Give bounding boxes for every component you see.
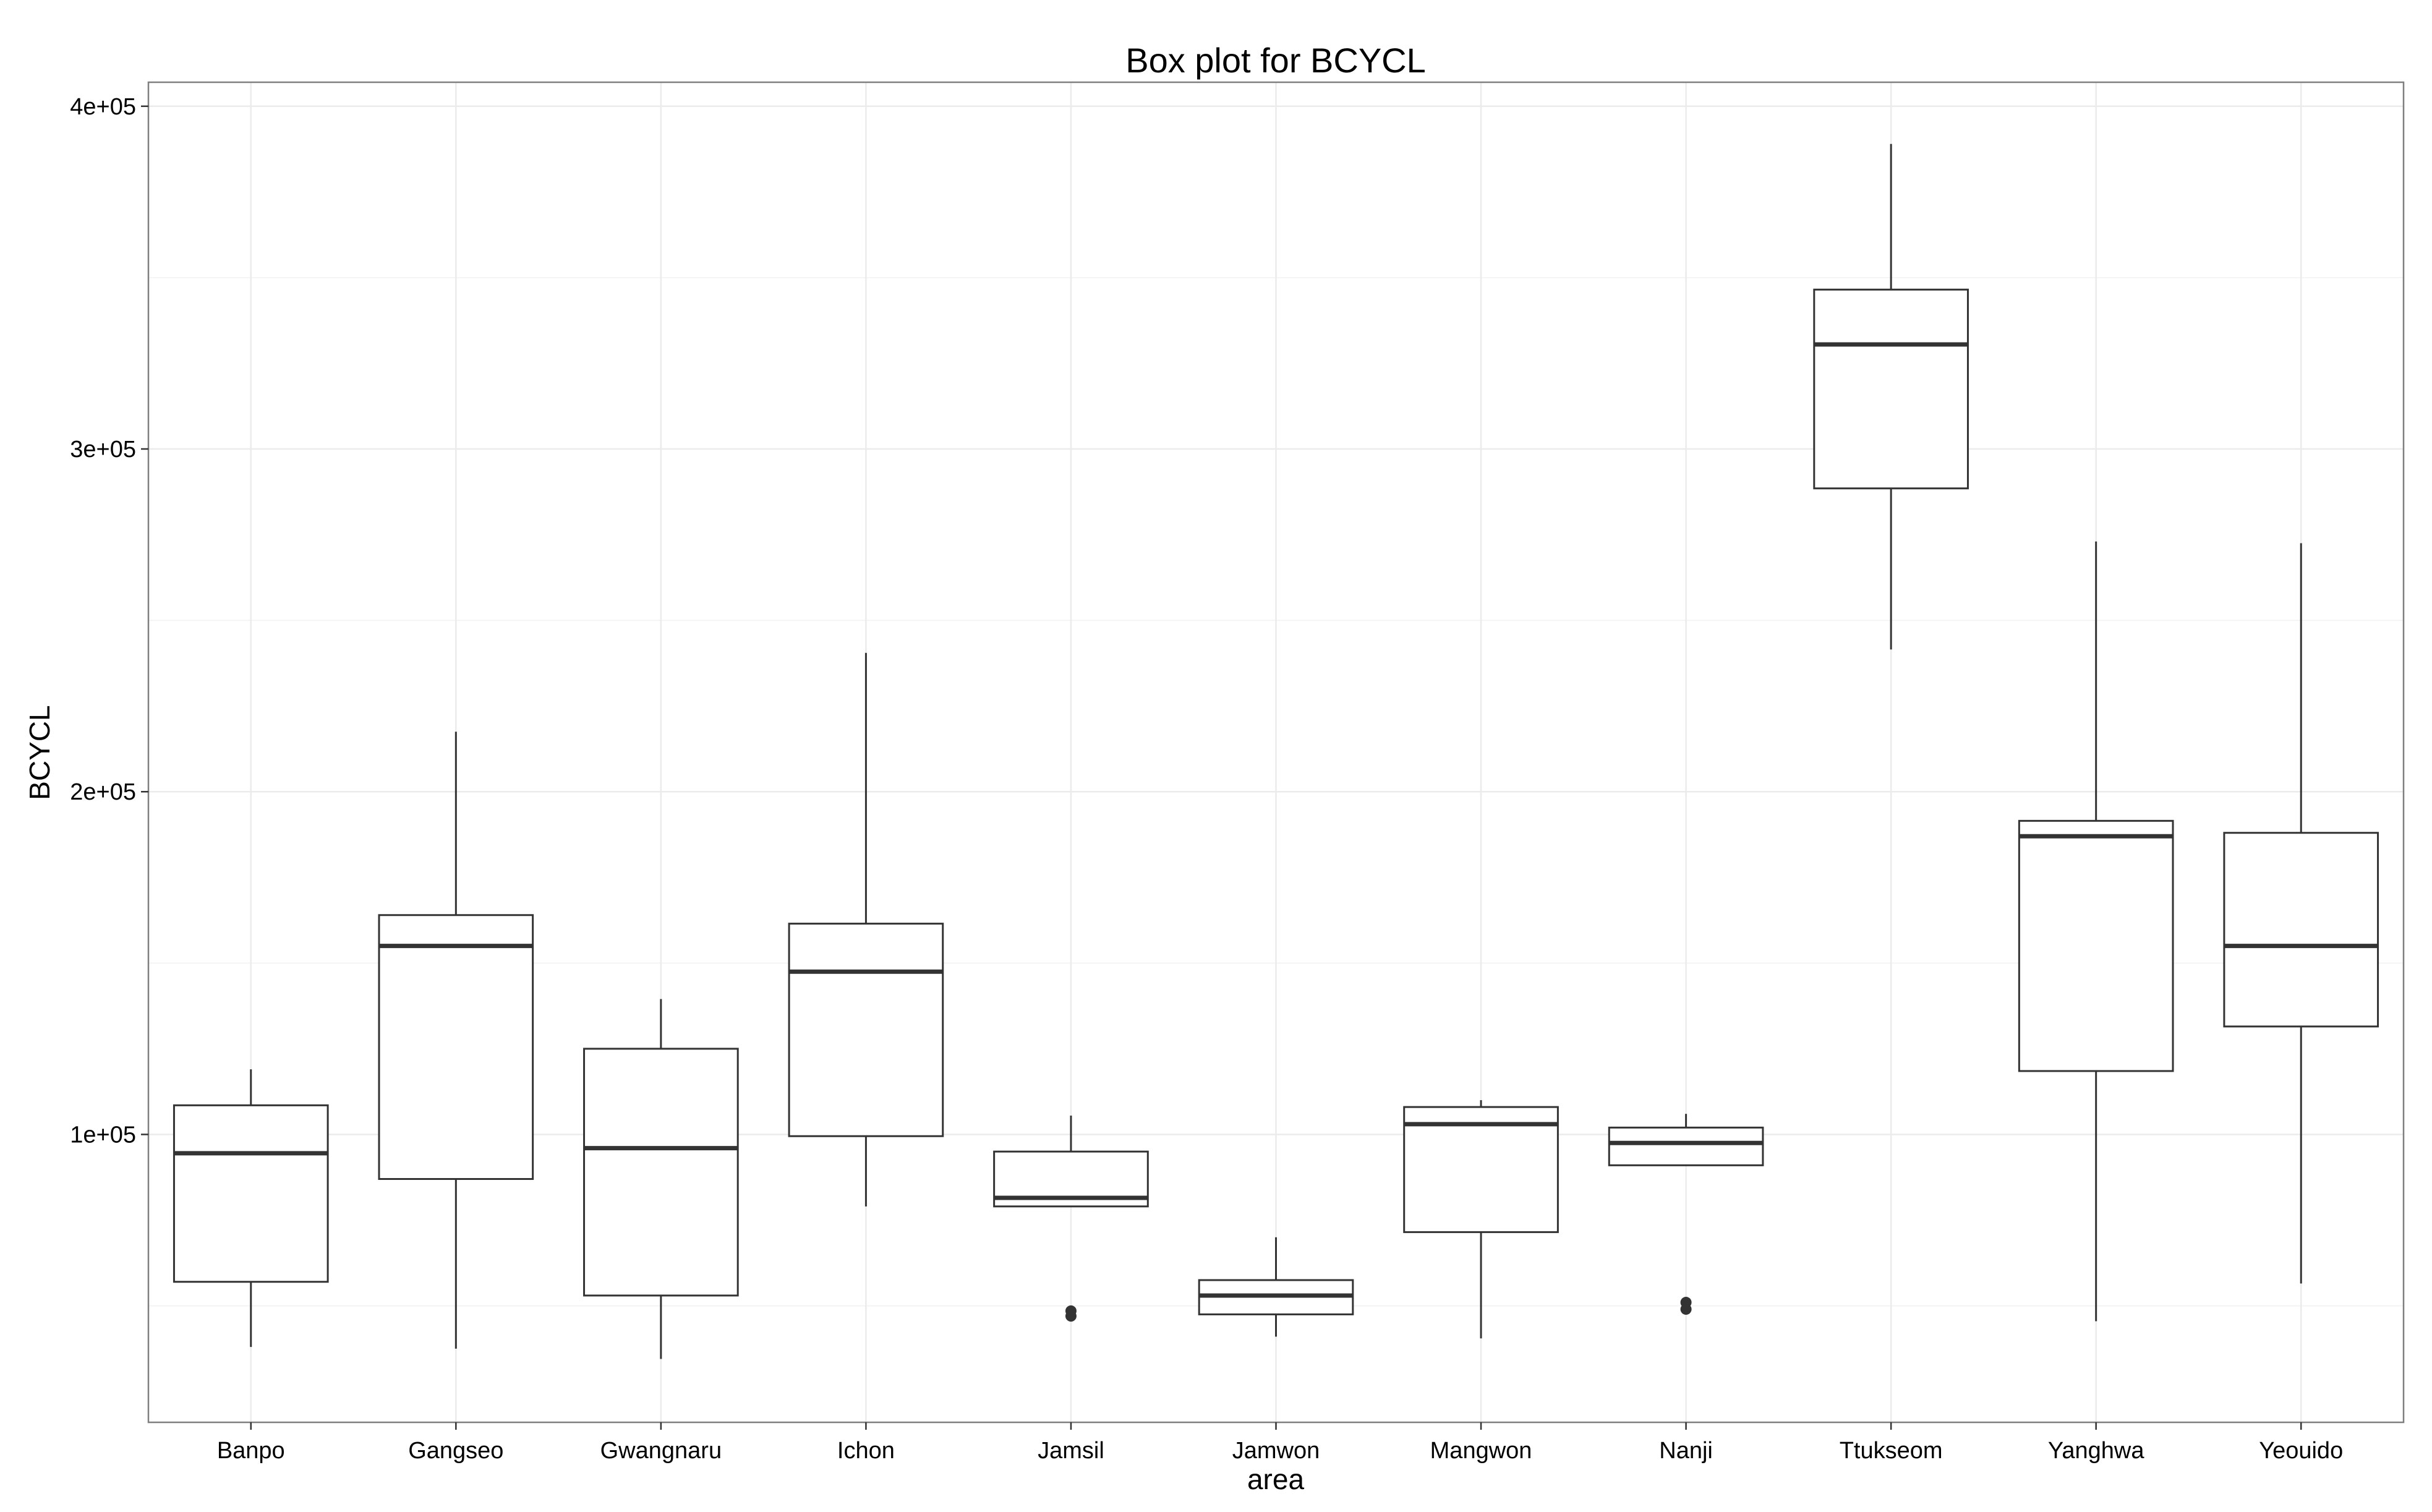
outlier-point [1065, 1305, 1077, 1317]
y-tick-label: 3e+05 [70, 437, 136, 463]
box-iqr [173, 1104, 329, 1283]
chart-title: Box plot for BCYCL [1125, 41, 1426, 80]
y-tick-label: 1e+05 [70, 1122, 136, 1148]
y-tick-label: 4e+05 [70, 94, 136, 120]
x-tick-label: Gwangnaru [600, 1438, 722, 1464]
x-axis-title: area [1247, 1463, 1304, 1495]
box-jamwon [1198, 1237, 1354, 1337]
x-tick-label: Banpo [217, 1438, 285, 1464]
boxes-group [173, 143, 2379, 1359]
box-iqr [2018, 819, 2174, 1072]
box-iqr [583, 1048, 739, 1297]
x-tick-label: Yanghwa [2048, 1438, 2145, 1464]
axes-group: 1e+05 2e+05 3e+05 4e+05 Banpo Gangseo Gwangnar… [70, 94, 2343, 1464]
box-iqr [788, 923, 944, 1137]
box-nanji [1608, 1114, 1764, 1315]
y-tick-label: 2e+05 [70, 779, 136, 805]
box-iqr [1608, 1126, 1764, 1166]
x-tick-label: Jamwon [1232, 1438, 1320, 1464]
x-tick-label: Ttukseom [1840, 1438, 1943, 1464]
box-yanghwa [2018, 541, 2174, 1322]
box-iqr [378, 914, 534, 1181]
x-tick-label: Nanji [1659, 1438, 1713, 1464]
box-yeouido [2223, 543, 2379, 1284]
y-axis-title: BCYCL [23, 705, 56, 800]
box-banpo [173, 1069, 329, 1348]
box-jamsil [993, 1115, 1149, 1322]
x-tick-label: Mangwon [1430, 1438, 1532, 1464]
outlier-point [1680, 1297, 1692, 1309]
box-mangwon [1403, 1100, 1559, 1339]
x-tick-label: Yeouido [2259, 1438, 2343, 1464]
box-iqr [1813, 288, 1969, 490]
x-tick-label: Gangseo [408, 1438, 503, 1464]
box-ichon [788, 652, 944, 1207]
box-gwangnaru [583, 999, 739, 1359]
box-iqr [1403, 1106, 1559, 1233]
x-tick-label: Ichon [837, 1438, 895, 1464]
box-iqr [2223, 832, 2379, 1028]
x-tick-label: Jamsil [1038, 1438, 1104, 1464]
box-gangseo [378, 732, 534, 1349]
box-ttukseom [1813, 143, 1969, 650]
